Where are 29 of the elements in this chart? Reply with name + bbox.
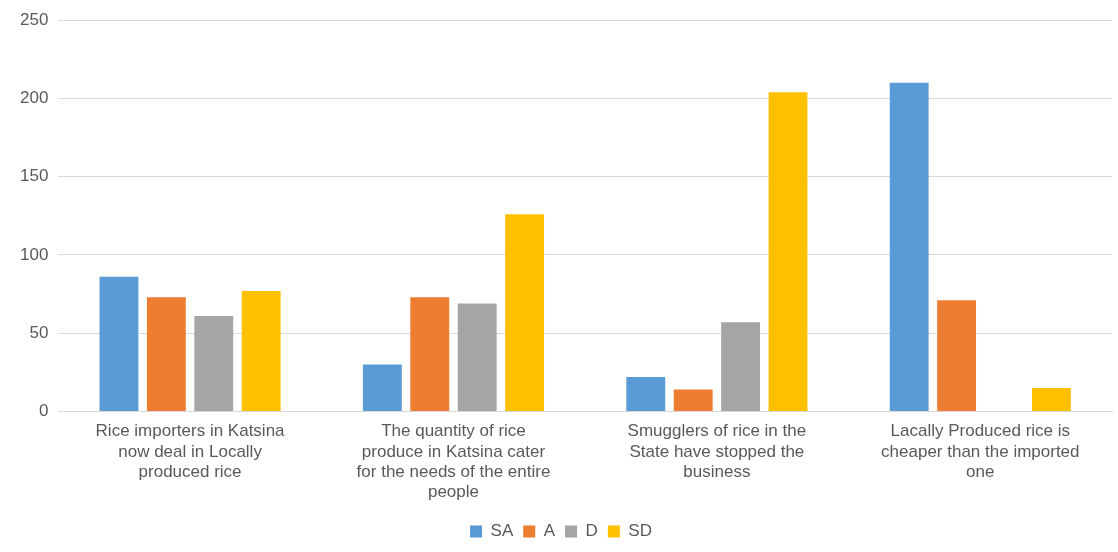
legend-label: D [585,521,598,541]
bar [99,276,139,411]
y-tick-label: 250 [19,9,49,29]
bar [194,315,234,411]
bar [889,82,929,411]
y-tick-label: 100 [19,244,49,264]
legend-label: SA [490,521,514,541]
x-tick-label: Lacally Produced rice is cheaper than the imported one [881,421,1080,482]
bar [505,214,545,411]
y-tick-label: 0 [38,401,49,421]
x-tick-label: The quantity of rice produce in Katsina cater for the needs of the entire people [356,421,551,502]
bar [410,297,450,411]
bar [937,300,977,411]
bar [241,290,281,411]
bar [721,322,761,411]
x-tick-label: Rice importers in Katsina now deal in Locally produced rice [95,421,286,482]
legend-label: SD [628,521,652,541]
bar [768,92,808,411]
bar [626,376,666,411]
bar [146,297,186,411]
bar [673,389,713,411]
bar [457,303,497,411]
y-tick-label: 50 [29,322,49,342]
legend-label: A [543,521,556,541]
bar [362,364,402,411]
bar [1031,387,1071,411]
y-tick-label: 150 [19,166,49,186]
y-tick-label: 200 [19,88,49,108]
x-tick-label: Smugglers of rice in the State have stopped the business [627,421,807,482]
